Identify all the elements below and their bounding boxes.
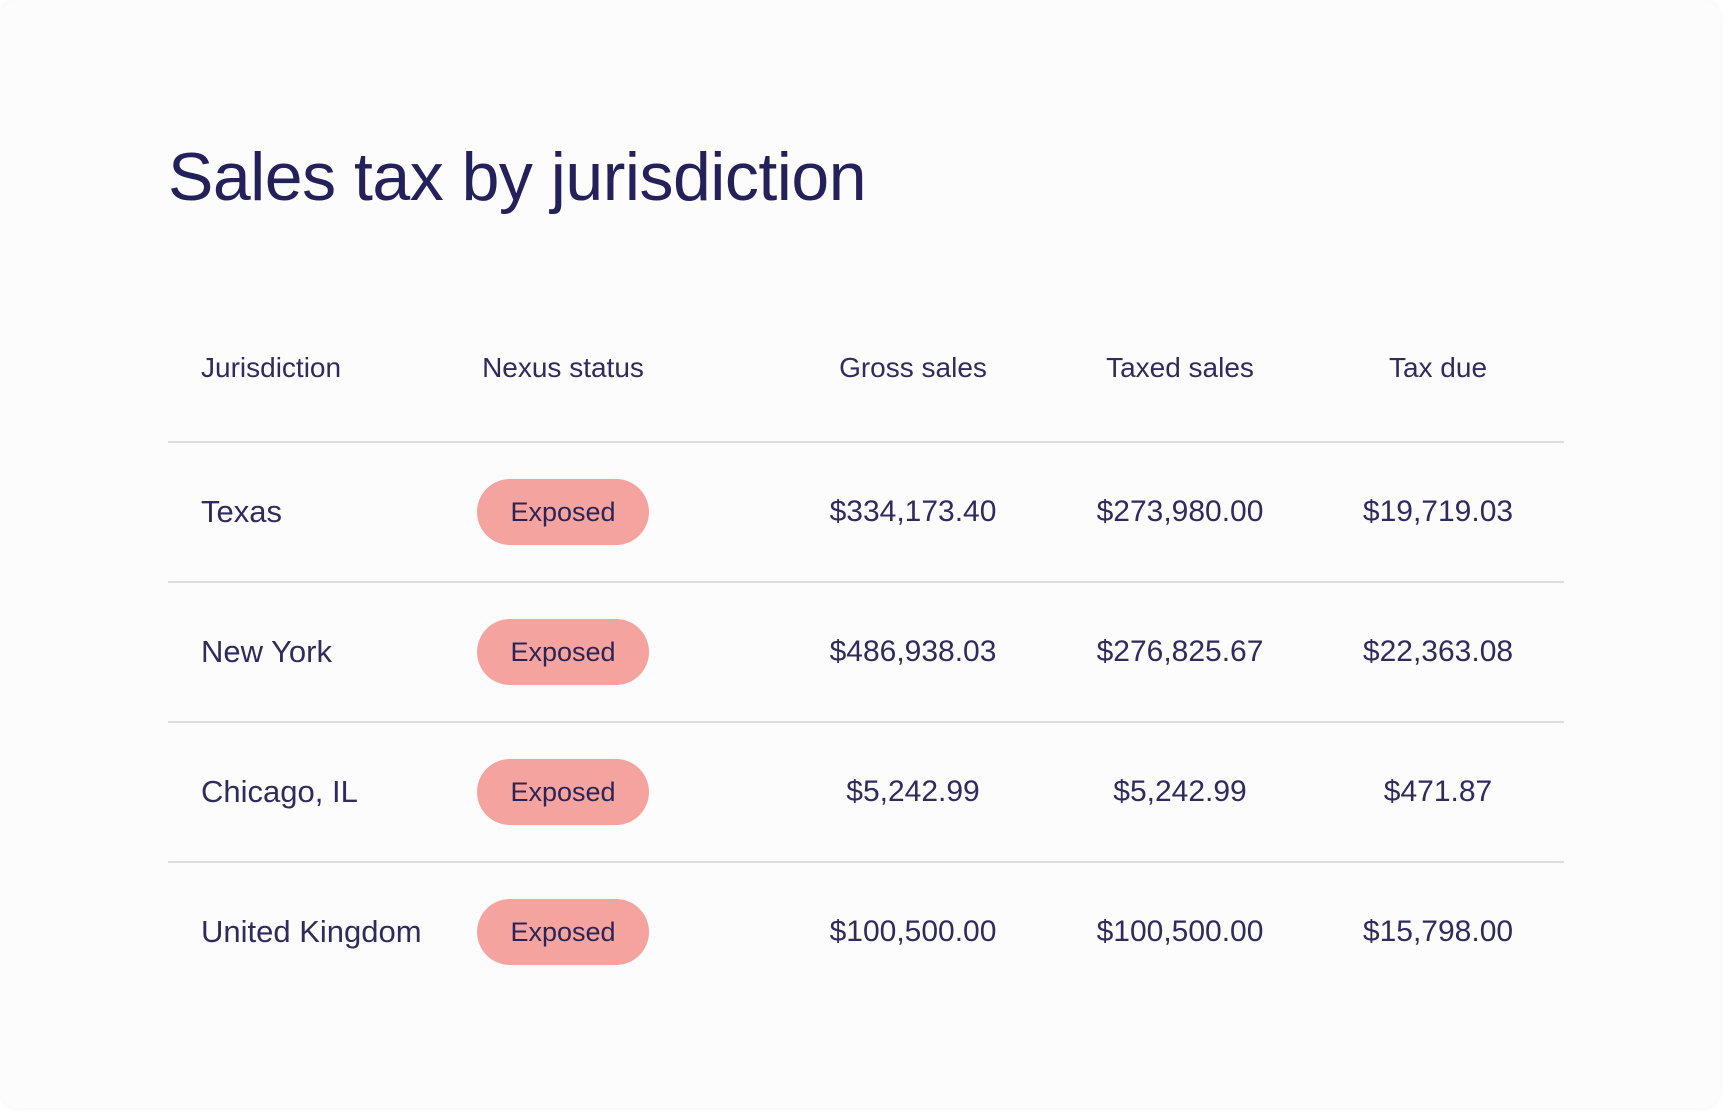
table-row: New York Exposed $486,938.03 $276,825.67… bbox=[168, 583, 1564, 723]
nexus-status-cell: Exposed bbox=[463, 723, 663, 861]
status-badge: Exposed bbox=[477, 899, 649, 965]
jurisdiction-cell: Chicago, IL bbox=[201, 774, 358, 809]
column-header-nexus-status: Nexus status bbox=[482, 352, 644, 383]
nexus-status-cell: Exposed bbox=[463, 583, 663, 721]
table-row: United Kingdom Exposed $100,500.00 $100,… bbox=[168, 863, 1564, 1001]
taxed-sales-cell: $5,242.99 bbox=[1113, 775, 1247, 808]
tax-due-cell: $19,719.03 bbox=[1362, 495, 1514, 528]
table-row: Chicago, IL Exposed $5,242.99 $5,242.99 … bbox=[168, 723, 1564, 863]
table-header: Jurisdiction Nexus status Gross sales Ta… bbox=[168, 320, 1564, 443]
table-row: Texas Exposed $334,173.40 $273,980.00 $1… bbox=[168, 443, 1564, 583]
column-header-taxed-sales: Taxed sales bbox=[1106, 352, 1254, 383]
page-title: Sales tax by jurisdiction bbox=[168, 139, 867, 215]
nexus-status-cell: Exposed bbox=[463, 443, 663, 581]
jurisdiction-cell: United Kingdom bbox=[201, 914, 422, 949]
gross-sales-cell: $100,500.00 bbox=[829, 915, 997, 948]
tax-due-cell: $15,798.00 bbox=[1362, 915, 1514, 948]
taxed-sales-cell: $276,825.67 bbox=[1096, 635, 1264, 668]
gross-sales-cell: $5,242.99 bbox=[846, 775, 980, 808]
jurisdiction-cell: Texas bbox=[201, 494, 282, 529]
column-header-jurisdiction: Jurisdiction bbox=[201, 352, 342, 383]
status-badge: Exposed bbox=[477, 759, 649, 825]
taxed-sales-cell: $100,500.00 bbox=[1096, 915, 1264, 948]
nexus-status-cell: Exposed bbox=[463, 863, 663, 1001]
column-header-gross-sales: Gross sales bbox=[839, 352, 987, 383]
gross-sales-cell: $334,173.40 bbox=[829, 495, 997, 528]
taxed-sales-cell: $273,980.00 bbox=[1096, 495, 1264, 528]
status-badge: Exposed bbox=[477, 479, 649, 545]
gross-sales-cell: $486,938.03 bbox=[829, 635, 997, 668]
status-badge: Exposed bbox=[477, 619, 649, 685]
column-header-tax-due: Tax due bbox=[1388, 352, 1488, 383]
jurisdiction-cell: New York bbox=[201, 634, 332, 669]
tax-due-cell: $471.87 bbox=[1383, 775, 1493, 808]
tax-due-cell: $22,363.08 bbox=[1362, 635, 1514, 668]
sales-tax-table: Jurisdiction Nexus status Gross sales Ta… bbox=[168, 320, 1564, 1001]
